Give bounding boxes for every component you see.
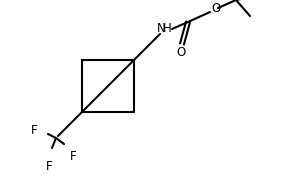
Text: N: N — [157, 22, 166, 36]
Text: F: F — [31, 123, 38, 137]
Text: F: F — [70, 150, 77, 163]
Text: O: O — [211, 3, 220, 15]
Text: H: H — [163, 22, 172, 36]
Text: O: O — [176, 45, 186, 59]
Text: F: F — [46, 160, 52, 173]
